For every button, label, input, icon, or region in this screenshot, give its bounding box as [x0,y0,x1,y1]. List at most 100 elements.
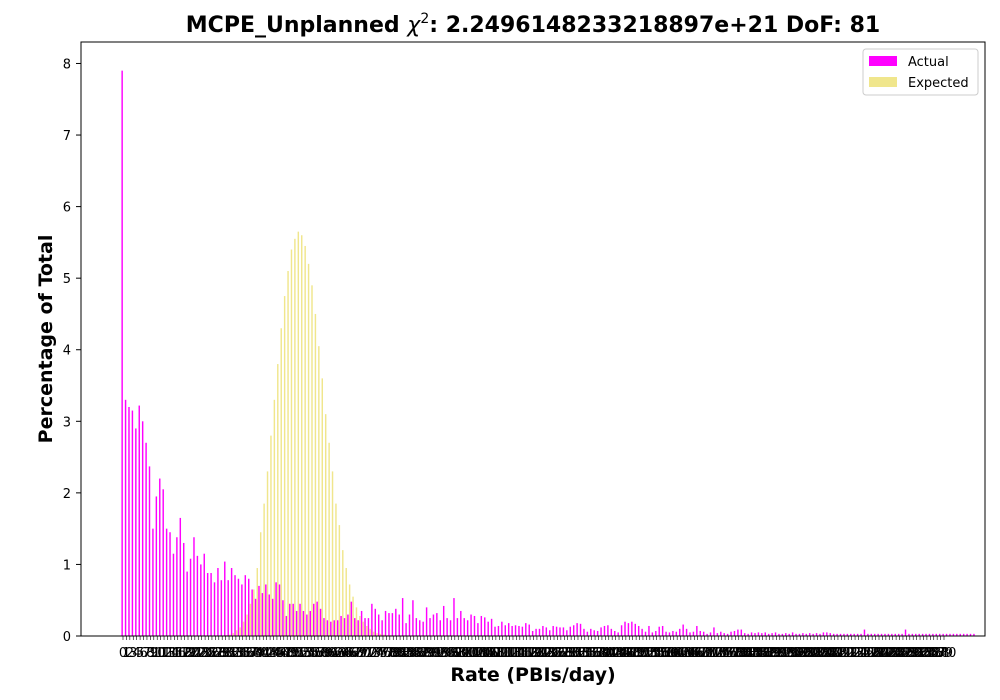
actual-bar-52 [299,603,301,636]
actual-bar-30 [224,561,226,636]
x-tick-label-63: 63 [330,646,347,661]
x-tick-label-189: 189 [757,646,782,661]
x-tick-label-179: 179 [723,646,748,661]
x-tick-label-163: 163 [668,646,693,661]
actual-bar-248 [969,633,972,636]
y-tick-label-4: 4 [63,344,71,359]
actual-bar-236 [928,633,931,636]
expected-bar-36 [246,614,248,636]
x-tick-label-240: 240 [932,646,957,661]
x-tick-label-112: 112 [494,646,519,661]
expected-bar-65 [345,568,347,636]
x-tick-label-221: 221 [867,646,892,661]
x-tick-label-64: 64 [334,646,351,661]
x-tick-label-126: 126 [542,646,567,661]
x-tick-label-38: 38 [245,646,262,661]
x-tick-label-116: 116 [507,646,532,661]
actual-bar-197 [795,633,797,636]
x-tick-label-206: 206 [815,646,840,661]
x-tick-label-67: 67 [344,646,361,661]
x-tick-label-176: 176 [713,646,738,661]
x-tick-label-238: 238 [925,646,950,661]
expected-bar-56 [314,313,317,636]
x-tick-label-80: 80 [388,646,405,661]
actual-bar-227 [897,633,900,636]
expected-bar-43 [270,435,272,636]
actual-bar-62 [333,620,335,636]
actual-bar-11 [159,478,161,636]
actual-bar-88 [422,621,424,636]
x-tick-label-223: 223 [873,646,898,661]
actual-bar-239 [939,633,941,636]
x-tick-label-25: 25 [200,646,217,661]
actual-bar-122 [538,628,541,636]
x-tick-label-226: 226 [884,646,909,661]
actual-bar-192 [778,633,780,636]
actual-bar-74 [374,608,377,636]
x-tick-label-41: 41 [255,646,272,661]
x-tick-label-204: 204 [808,646,833,661]
actual-bar-180 [737,629,739,636]
x-tick-label-131: 131 [559,646,584,661]
actual-bar-232 [915,633,917,636]
x-tick-label-200: 200 [795,646,820,661]
x-tick-label-164: 164 [672,646,697,661]
actual-bar-0 [121,70,123,636]
actual-bar-166 [689,632,691,636]
actual-bar-48 [285,615,288,636]
x-tick-label-13: 13 [159,646,176,661]
x-tick-label-2: 2 [126,646,134,661]
actual-bar-159 [665,631,667,636]
x-tick-label-187: 187 [750,646,775,661]
expected-bar-66 [348,584,351,636]
y-tick-label-3: 3 [63,415,71,430]
actual-bar-177 [726,633,729,636]
x-tick-label-124: 124 [535,646,560,661]
actual-bar-73 [371,603,373,636]
actual-bar-94 [442,605,445,636]
x-tick-label-98: 98 [450,646,467,661]
actual-bar-55 [309,610,312,636]
x-tick-label-58: 58 [313,646,330,661]
x-tick-label-72: 72 [361,646,378,661]
x-tick-label-27: 27 [207,646,224,661]
expected-bar-75 [379,633,382,636]
expected-bar-45 [277,364,279,636]
actual-bar-110 [497,625,500,636]
x-tick-label-190: 190 [761,646,786,661]
x-tick-label-218: 218 [856,646,881,661]
expected-bar-70 [362,621,365,636]
actual-bar-189 [767,633,770,636]
x-tick-label-75: 75 [371,646,388,661]
x-tick-label-203: 203 [805,646,830,661]
x-tick-label-6: 6 [139,646,147,661]
x-tick-label-54: 54 [299,646,316,661]
x-tick-label-57: 57 [310,646,327,661]
x-tick-label-50: 50 [286,646,303,661]
expected-bar-47 [283,296,286,636]
actual-bar-126 [552,625,554,636]
actual-bar-229 [904,629,907,636]
x-tick-label-213: 213 [839,646,864,661]
actual-bar-240 [942,633,944,636]
actual-bar-237 [932,633,934,636]
actual-bar-76 [381,620,383,636]
x-tick-label-215: 215 [846,646,871,661]
x-tick-label-120: 120 [521,646,546,661]
actual-bar-19 [186,571,188,636]
x-tick-label-4: 4 [133,646,141,661]
x-tick-label-127: 127 [545,646,570,661]
actual-bar-105 [480,615,483,636]
actual-bar-203 [815,633,818,636]
actual-bar-23 [200,564,202,636]
x-tick-label-53: 53 [296,646,313,661]
actual-bar-97 [453,598,455,636]
x-tick-label-118: 118 [514,646,539,661]
x-tick-label-137: 137 [579,646,604,661]
y-tick-label-5: 5 [63,272,71,287]
actual-bar-102 [470,614,472,636]
x-tick-label-195: 195 [778,646,803,661]
x-tick-label-154: 154 [637,646,662,661]
expected-bars [225,231,392,637]
actual-bar-100 [463,618,465,636]
